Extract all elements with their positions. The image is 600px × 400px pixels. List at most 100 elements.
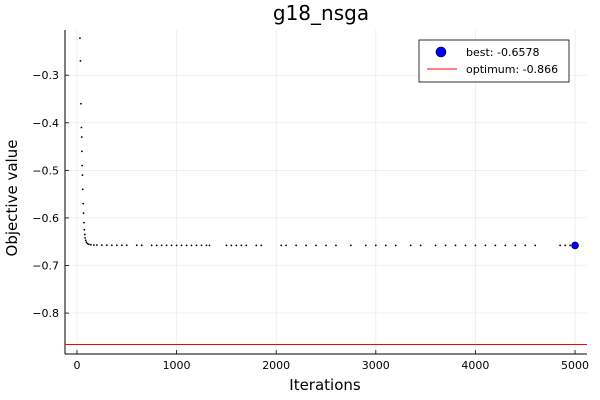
data-point (115, 244, 118, 247)
x-axis-label: Iterations (289, 376, 361, 394)
y-tick-label: −0.7 (32, 260, 59, 273)
data-point (83, 228, 86, 231)
data-point (82, 202, 85, 205)
data-point (95, 244, 98, 246)
data-point (559, 244, 562, 247)
data-point (80, 136, 83, 138)
data-point (195, 244, 198, 247)
data-point (83, 221, 85, 224)
data-point (200, 244, 203, 247)
data-point (325, 244, 327, 247)
data-point (240, 244, 243, 247)
data-point (86, 242, 89, 245)
y-axis-label: Objective value (3, 140, 21, 257)
data-point (514, 244, 517, 247)
data-point (135, 244, 138, 247)
x-tick-label: 0 (73, 359, 80, 372)
data-point (180, 244, 183, 247)
data-point (494, 244, 497, 247)
data-point (504, 244, 507, 247)
data-point (190, 244, 193, 247)
data-point (454, 244, 457, 247)
chart-title: g18_nsga (273, 1, 369, 25)
data-point (175, 244, 178, 247)
data-point (280, 244, 283, 247)
data-point (92, 244, 95, 246)
data-point (79, 37, 81, 39)
x-tick-label: 1000 (163, 359, 191, 372)
data-point (315, 244, 317, 247)
data-point (384, 244, 387, 247)
axes (64, 30, 587, 355)
x-tick-label: 2000 (262, 359, 290, 372)
y-tick-label: −0.4 (32, 117, 59, 130)
data-point (81, 174, 84, 177)
data-point (255, 244, 258, 247)
data-point (335, 244, 337, 247)
y-tick-label: −0.5 (32, 164, 59, 177)
data-point (90, 243, 92, 246)
data-point (305, 244, 307, 247)
data-point (80, 126, 83, 129)
data-point (394, 244, 397, 247)
data-point (79, 60, 82, 62)
data-point (81, 188, 84, 191)
data-point (569, 244, 571, 247)
data-point (80, 102, 82, 105)
data-point (434, 244, 437, 247)
data-point (474, 244, 477, 247)
data-point (170, 244, 173, 247)
data-point (364, 244, 367, 247)
data-point (105, 244, 108, 247)
data-point (140, 244, 143, 247)
data-point (150, 244, 153, 247)
data-point (110, 244, 113, 247)
data-point (155, 244, 158, 247)
data-point (84, 239, 87, 242)
legend-label: optimum: -0.866 (466, 63, 558, 76)
x-tick-label: 4000 (461, 359, 489, 372)
legend-marker-best (435, 46, 447, 58)
data-point (260, 244, 263, 247)
series-layer (65, 37, 587, 345)
y-tick-label: −0.3 (32, 69, 59, 82)
data-point (230, 244, 233, 247)
data-point (564, 244, 566, 247)
data-point (205, 244, 208, 247)
data-point (444, 244, 447, 247)
best-point-marker (571, 241, 579, 250)
legend-label: best: -0.6578 (466, 46, 539, 59)
data-point (88, 243, 90, 246)
data-point (419, 244, 422, 247)
data-point (85, 241, 88, 244)
data-point (245, 244, 248, 247)
data-point (484, 244, 487, 247)
y-tick-label: −0.8 (32, 307, 59, 320)
data-point (295, 244, 298, 247)
data-point (160, 244, 163, 247)
data-point (83, 233, 86, 236)
data-point (235, 244, 238, 247)
data-point (285, 244, 288, 247)
data-point (464, 244, 467, 247)
data-point (81, 150, 83, 153)
data-point (185, 244, 188, 247)
data-point (534, 244, 537, 247)
data-point (225, 244, 228, 247)
legend: best: -0.6578 optimum: -0.866 (418, 39, 570, 83)
data-point (208, 244, 211, 247)
y-tick-label: −0.6 (32, 212, 59, 225)
data-point (84, 237, 87, 239)
data-point (409, 244, 412, 247)
data-point (524, 244, 527, 247)
data-point (100, 244, 103, 247)
data-point (82, 212, 85, 215)
data-point (350, 244, 352, 247)
data-point (120, 244, 123, 247)
data-point (165, 244, 168, 247)
x-tick-label: 3000 (362, 359, 390, 372)
legend-box (418, 39, 570, 83)
data-point (125, 244, 128, 247)
data-point (81, 164, 84, 167)
